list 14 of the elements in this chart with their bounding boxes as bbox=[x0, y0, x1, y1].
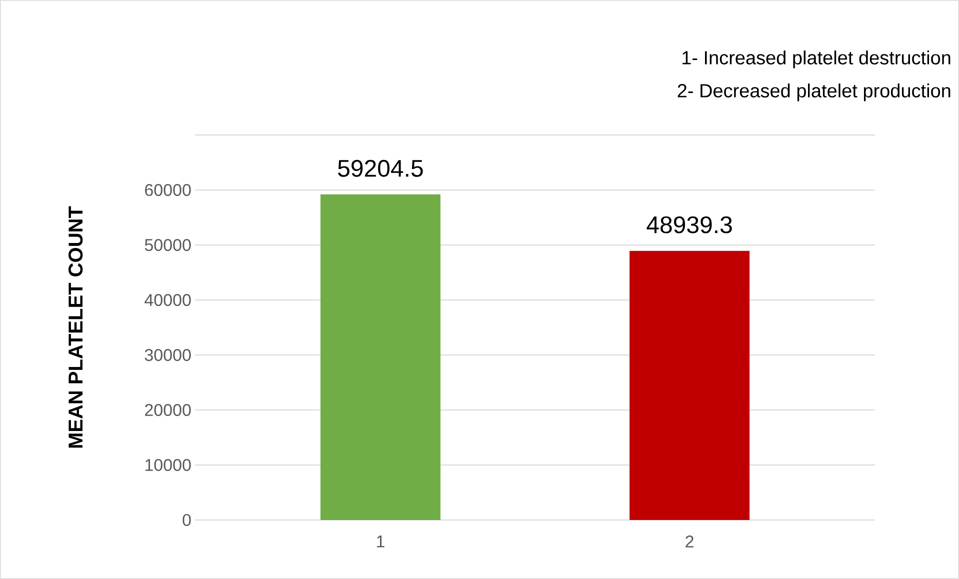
text: 2- Decreased platelet production bbox=[678, 84, 950, 102]
x-tick-label: 1 bbox=[377, 536, 384, 548]
data-label: 59204.5 bbox=[338, 160, 423, 177]
data-label: 48939.3 bbox=[646, 216, 732, 234]
y-tick-label: 40000 bbox=[144, 294, 191, 306]
y-tick-label: 60000 bbox=[145, 184, 191, 196]
x-tick-label: 2 bbox=[686, 536, 694, 548]
y-tick-label: 0 bbox=[182, 514, 191, 526]
y-axis-title: MEAN PLATELET COUNT bbox=[68, 206, 83, 448]
text: 1- Increased platelet destruction bbox=[682, 50, 950, 68]
y-tick-label: 50000 bbox=[144, 238, 191, 252]
y-tick-label: 30000 bbox=[144, 348, 191, 362]
y-tick-label: 20000 bbox=[145, 404, 191, 416]
y-tick-label: 10000 bbox=[145, 458, 191, 472]
